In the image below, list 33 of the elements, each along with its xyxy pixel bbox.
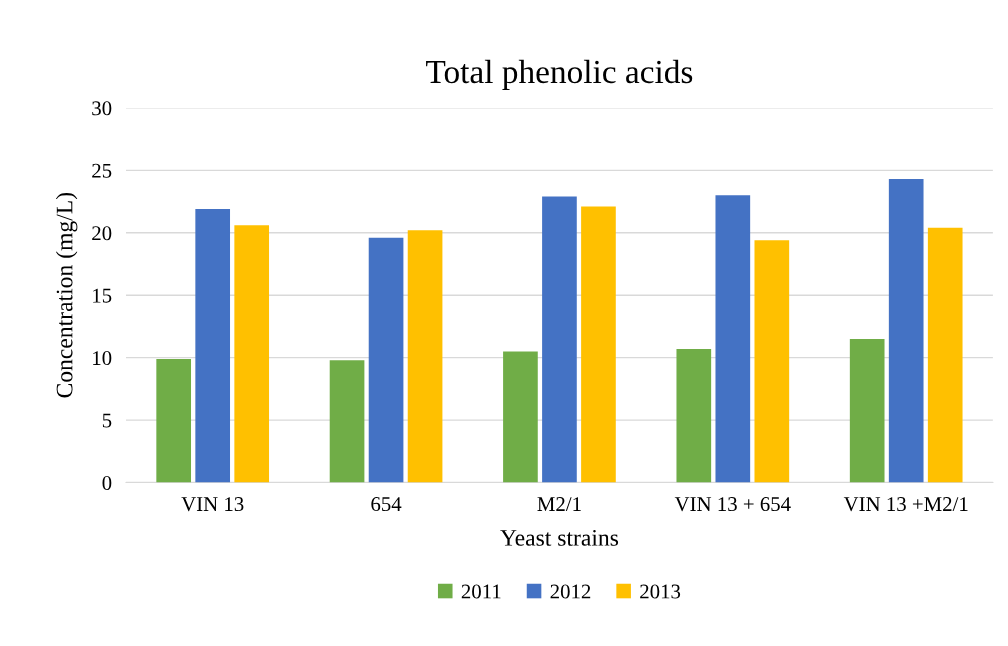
y-tick-label: 30: [92, 101, 112, 116]
bar: [542, 196, 577, 483]
bar: [715, 195, 751, 483]
x-tick-label: 654: [371, 497, 402, 512]
bar: [407, 230, 443, 483]
x-tick-label: VIN 13 +M2/1: [843, 497, 968, 512]
bar: [849, 338, 885, 483]
y-tick-label: 0: [102, 475, 112, 490]
y-tick-label: 25: [92, 163, 112, 178]
x-axis-title: Yeast strains: [500, 529, 619, 546]
bar: [927, 227, 963, 483]
y-tick-label: 10: [93, 351, 112, 366]
bar: [368, 237, 404, 483]
bar: [329, 360, 365, 483]
legend-label: 2012: [550, 584, 591, 599]
bar: [234, 225, 270, 483]
bar: [581, 206, 616, 483]
bar: [888, 179, 924, 483]
legend-label: 2013: [640, 584, 681, 599]
bar: [676, 348, 712, 483]
x-tick-label: VIN 13 + 654: [674, 497, 791, 512]
y-axis-title: Concentration (mg/L): [55, 192, 78, 398]
chart-title: Total phenolic acids: [426, 59, 693, 90]
bar: [503, 351, 538, 483]
y-tick-label: 15: [93, 288, 112, 303]
bar: [754, 240, 790, 483]
bar: [195, 209, 231, 483]
legend-label: 2011: [461, 584, 501, 599]
y-tick-label: 5: [102, 413, 112, 428]
x-tick-label: VIN 13: [181, 497, 244, 512]
bar: [156, 358, 192, 483]
x-tick-label: M2/1: [537, 497, 581, 512]
y-tick-label: 20: [92, 226, 112, 241]
